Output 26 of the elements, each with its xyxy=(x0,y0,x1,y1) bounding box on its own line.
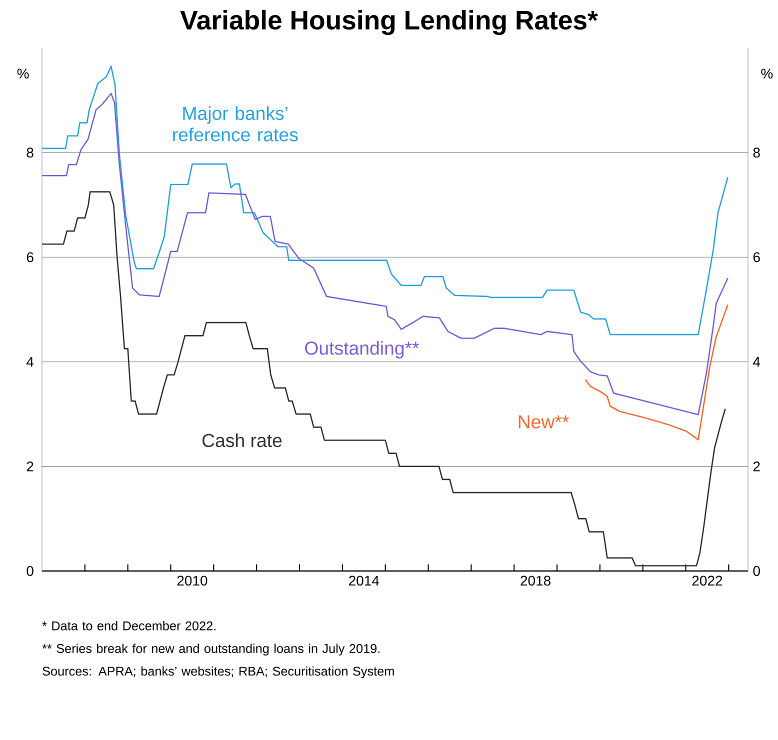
series-label: New** xyxy=(518,415,569,428)
y-tick-label: 0 xyxy=(26,566,34,576)
y-tick-label: 6 xyxy=(26,252,34,262)
text: ** Series break for new and outstanding loans in July 2019. xyxy=(42,644,380,656)
text: * Data to end December 2022. xyxy=(42,621,216,630)
y2-tick-label: 8 xyxy=(753,148,760,158)
x-tick-label: 2018 xyxy=(520,576,551,586)
y2-tick-label: 0 xyxy=(753,566,760,576)
x-tick-label: 2010 xyxy=(177,576,208,586)
line-series xyxy=(41,92,728,416)
x-tick-label: 2014 xyxy=(349,576,380,586)
y-tick-label: 4 xyxy=(26,356,34,367)
x-tick-label: 2022 xyxy=(692,576,722,586)
series-label: Major banks’ reference rates xyxy=(173,106,298,142)
series-label: Cash rate xyxy=(202,433,282,448)
series-label: Outstanding** xyxy=(305,341,420,358)
y-tick-label: 8 xyxy=(26,148,34,158)
line-series xyxy=(584,304,728,440)
y-tick-label: 2 xyxy=(26,462,34,472)
y2-tick-label: 4 xyxy=(753,356,760,367)
source-note: Sources: APRA; banks’ websites; RBA; Securitisation System xyxy=(42,666,394,678)
y2-axis-title: % xyxy=(761,68,773,79)
y2-tick-label: 6 xyxy=(753,252,760,262)
y-axis-title: % xyxy=(17,68,29,79)
y2-tick-label: 2 xyxy=(753,462,760,472)
chart-title: Variable Housing Lending Rates* xyxy=(180,10,598,36)
